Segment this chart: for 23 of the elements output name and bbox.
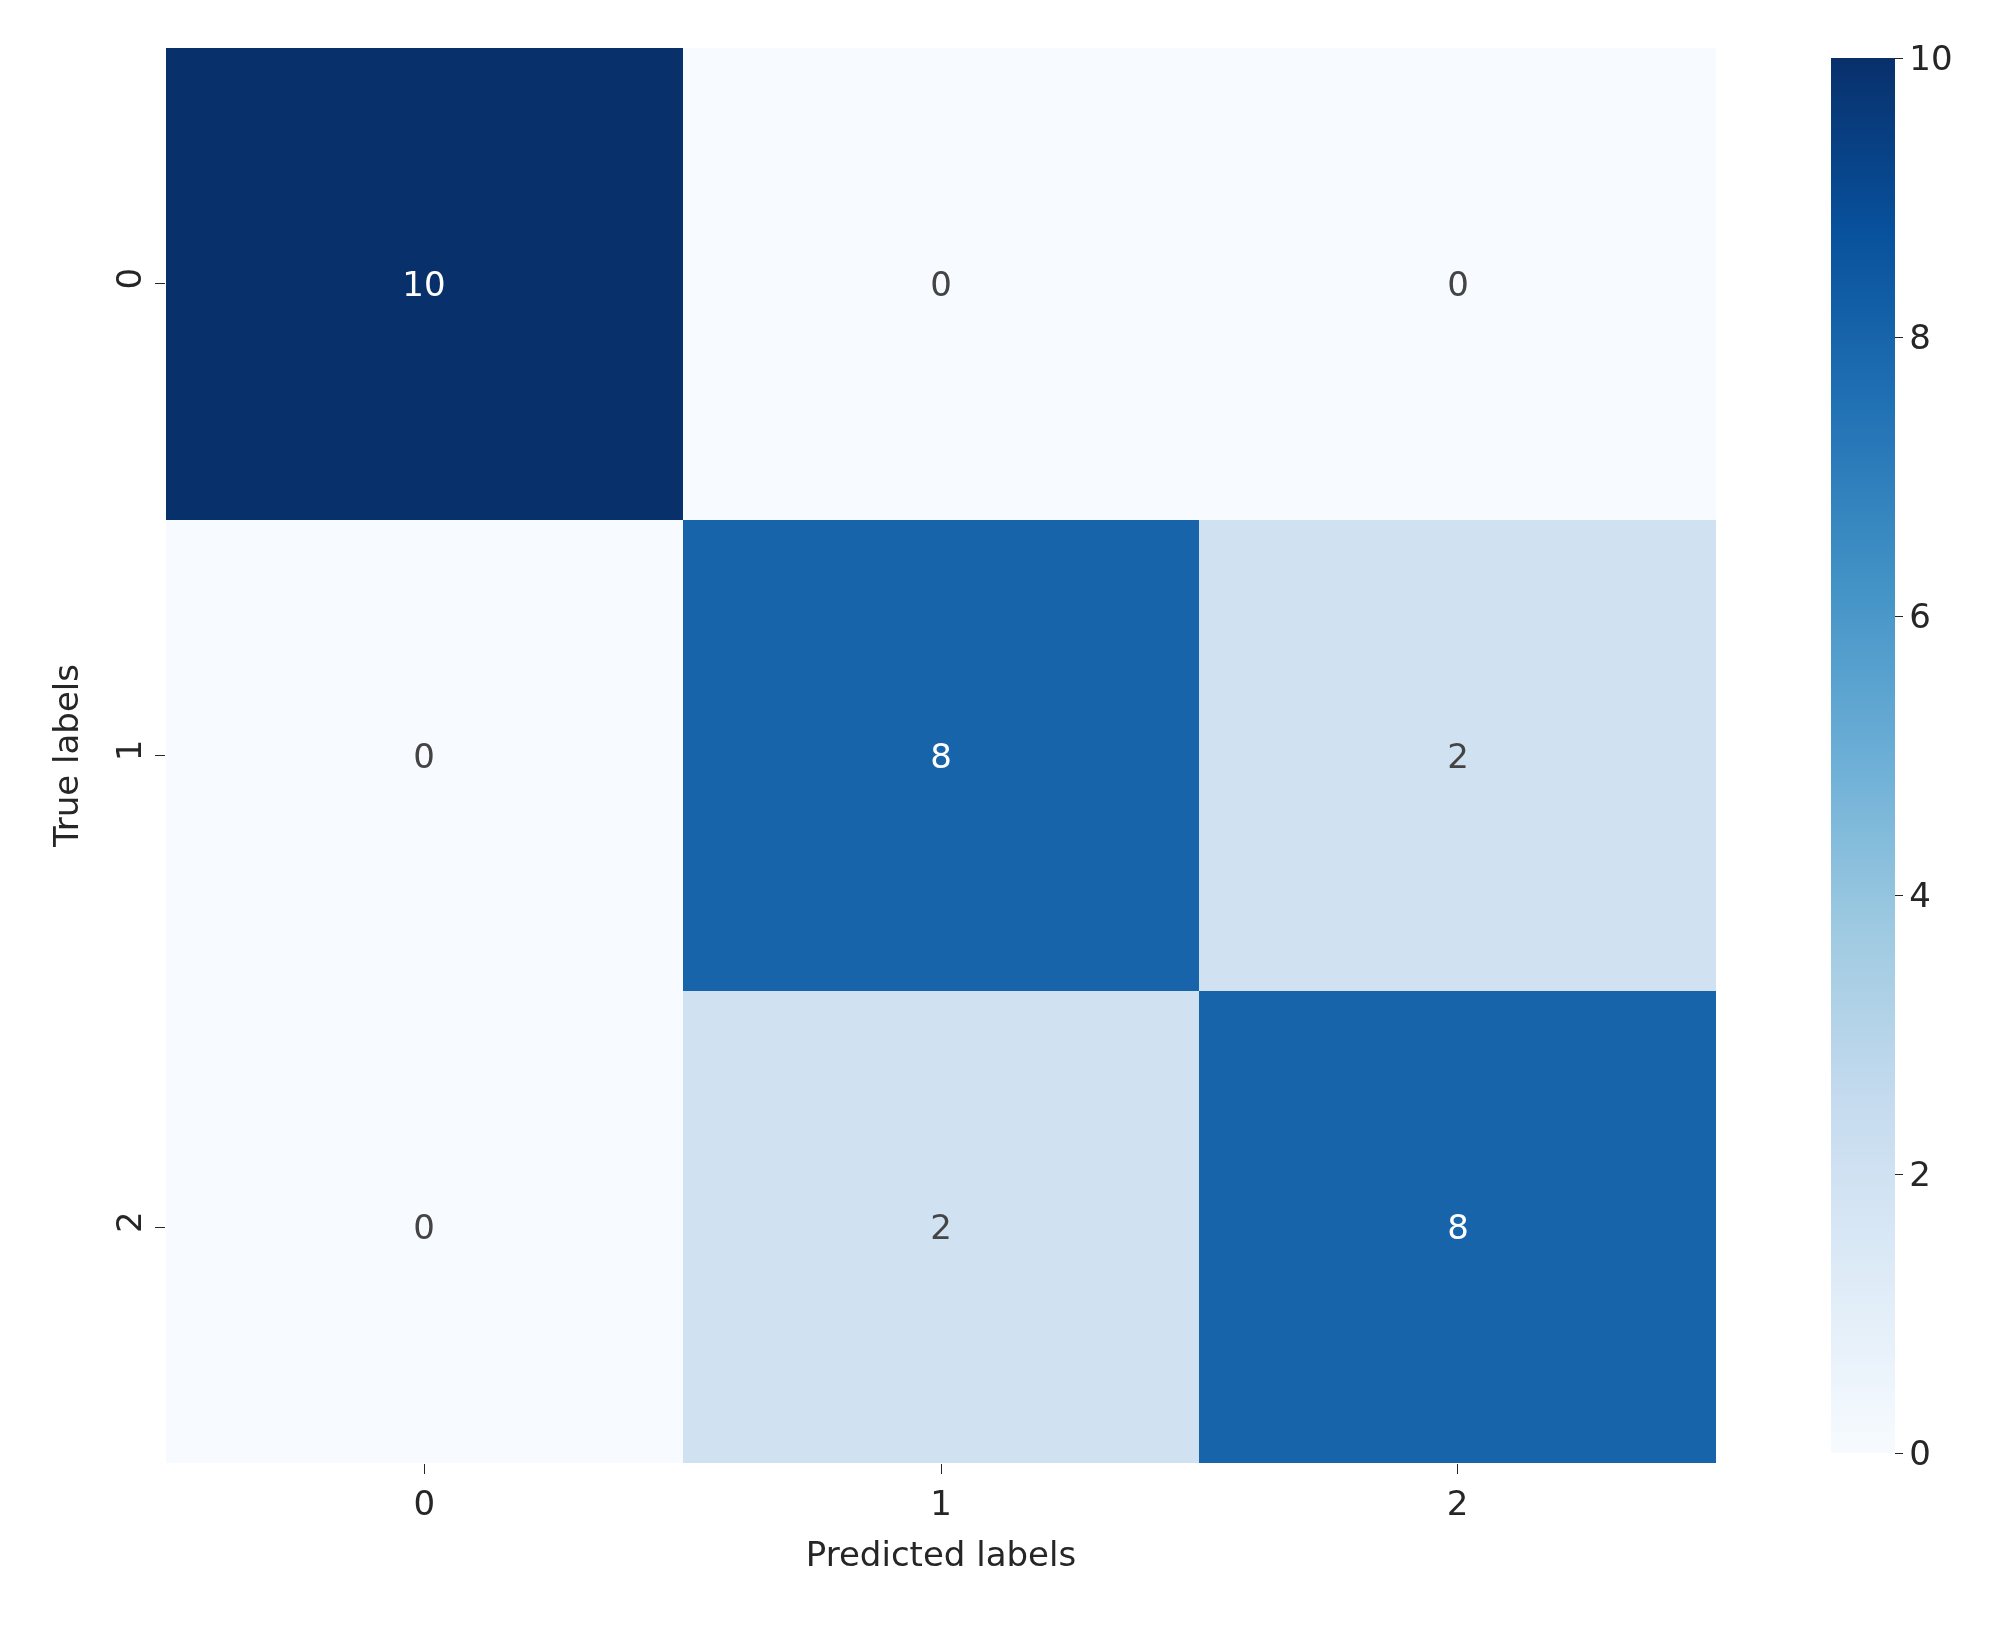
data-label: 0 xyxy=(930,263,952,304)
color-bar-label: 4 xyxy=(1909,874,1931,915)
data-label: 8 xyxy=(930,735,952,776)
y-tick-label: 2 xyxy=(109,1211,150,1233)
data-label: 10 xyxy=(402,263,446,304)
x-tick-label: 2 xyxy=(1446,1482,1469,1523)
data-label: 0 xyxy=(1447,263,1469,304)
data-label: 8 xyxy=(1447,1206,1469,1247)
data-label: 2 xyxy=(930,1206,952,1247)
color-bar-label: 6 xyxy=(1909,595,1931,636)
y-tick-label: 0 xyxy=(109,267,150,290)
data-label: 0 xyxy=(413,735,435,776)
color-bar-label: 0 xyxy=(1909,1432,1931,1473)
y-axis-title: True labels xyxy=(46,664,86,848)
data-label: 2 xyxy=(1447,735,1469,776)
color-bar-label: 8 xyxy=(1909,316,1931,357)
x-tick-label: 1 xyxy=(930,1482,952,1523)
x-tick-label: 0 xyxy=(413,1482,436,1523)
color-bar-label: 2 xyxy=(1909,1153,1931,1194)
y-tick-label: 1 xyxy=(109,739,150,762)
color-bar-label: 10 xyxy=(1909,37,1953,78)
data-label: 0 xyxy=(413,1206,435,1247)
x-axis-title: Predicted labels xyxy=(805,1534,1077,1575)
